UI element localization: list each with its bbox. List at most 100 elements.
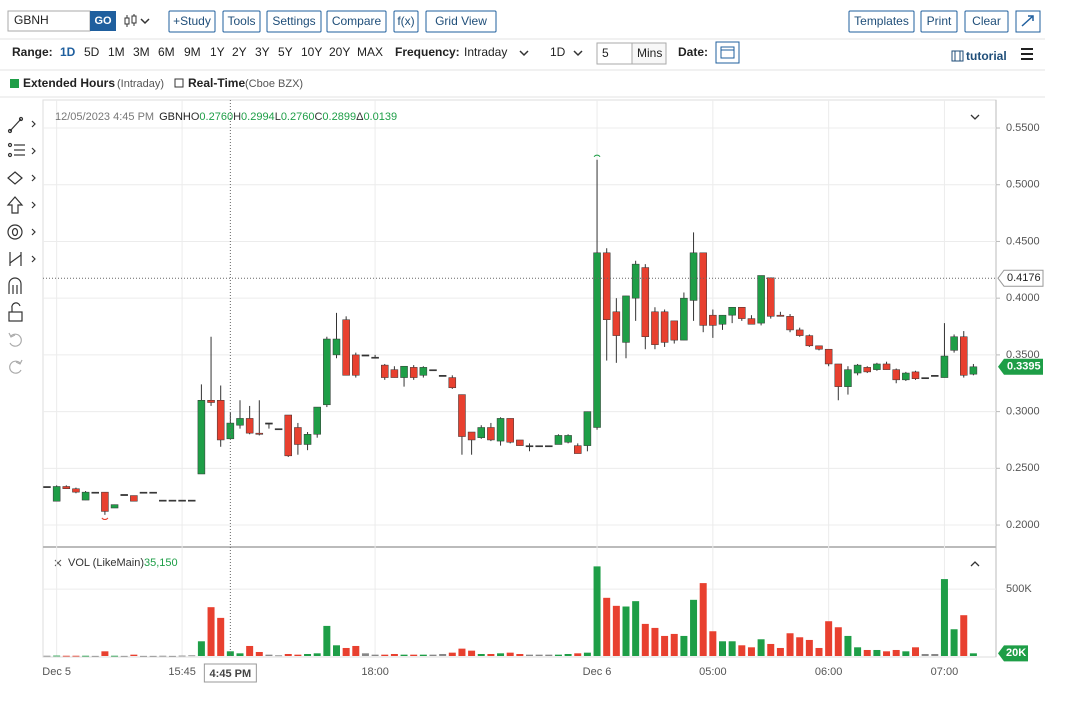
toolbar-button-label: f(x)	[397, 14, 414, 28]
range-option[interactable]: 3Y	[255, 45, 270, 59]
shape-tool[interactable]	[7, 171, 36, 185]
range-option[interactable]: 20Y	[329, 45, 350, 59]
candle-body	[323, 338, 331, 406]
candle-body	[43, 486, 51, 488]
volume-bar	[275, 655, 283, 657]
magnet-tool[interactable]	[8, 277, 22, 294]
expand-caret[interactable]	[970, 561, 980, 567]
toolbar-button[interactable]	[326, 10, 387, 33]
frequency-select[interactable]: Intraday	[464, 45, 507, 59]
volume-bar	[53, 655, 61, 657]
candle-body	[834, 363, 843, 387]
line-tool[interactable]	[7, 116, 36, 134]
lock-tool[interactable]	[8, 302, 23, 322]
candle-body	[245, 418, 254, 434]
range-option[interactable]: 5D	[84, 45, 100, 59]
candle-body	[429, 369, 437, 372]
toolbar-button[interactable]	[168, 10, 216, 33]
toolbar-button[interactable]	[964, 10, 1009, 33]
toolbar-button[interactable]	[393, 10, 419, 33]
volume-bar	[149, 655, 157, 657]
header-key: C	[314, 111, 322, 123]
toolbar-button[interactable]	[920, 10, 958, 33]
interval-select[interactable]: 1D	[550, 45, 566, 59]
range-option[interactable]: 1Y	[210, 45, 225, 59]
range-option[interactable]: MAX	[357, 45, 383, 59]
toolbar-button[interactable]	[266, 10, 322, 33]
range-option[interactable]: 9M	[184, 45, 201, 59]
toolbar-button[interactable]	[848, 10, 915, 33]
range-option[interactable]: 3M	[133, 45, 150, 59]
toolbar-button[interactable]	[425, 10, 497, 33]
tutorial-icon[interactable]	[951, 50, 964, 62]
mins-value: 5	[602, 46, 609, 60]
mins-unit-box	[631, 42, 667, 65]
candle-body	[284, 414, 292, 457]
realtime-label: Real-Time	[188, 76, 245, 90]
extended-label: Extended Hours	[23, 76, 115, 90]
toolbar-button[interactable]	[222, 10, 261, 33]
range-option[interactable]: 10Y	[301, 45, 322, 59]
volume-bar	[786, 633, 794, 656]
crosshair-time: 4:45 PM	[210, 668, 252, 680]
candle-body	[149, 491, 157, 494]
volume-bar	[255, 651, 263, 656]
candle-body	[535, 445, 543, 448]
volume-bar	[400, 654, 408, 656]
volume-bar	[632, 601, 640, 656]
chart-type-icon[interactable]	[124, 14, 150, 27]
close-volume-icon[interactable]	[54, 559, 62, 567]
toolbar-button-label: Clear	[972, 14, 1001, 28]
header-value: 0.0139	[363, 111, 397, 123]
arrow-tool[interactable]	[6, 196, 36, 214]
header-value: 0.2899	[322, 111, 356, 123]
volume-bar	[738, 645, 746, 656]
range-option[interactable]: 1D	[60, 45, 76, 59]
text-tool[interactable]	[7, 224, 36, 240]
candle-body	[352, 354, 360, 376]
candle-body	[863, 367, 871, 373]
realtime-checkbox[interactable]	[174, 78, 184, 88]
candle-body	[168, 499, 177, 502]
candle-body	[940, 355, 949, 378]
calendar-button[interactable]	[715, 41, 740, 64]
candle-body	[902, 372, 910, 381]
dropdown-carets[interactable]	[519, 50, 583, 57]
expand-button[interactable]	[1015, 10, 1041, 33]
y-tick-label: 0.2500	[1006, 462, 1040, 474]
low-marker	[101, 517, 109, 520]
volume-bar	[439, 653, 447, 656]
go-button[interactable]	[90, 11, 116, 31]
volume-bar	[969, 653, 977, 656]
range-option[interactable]: 6M	[158, 45, 175, 59]
redo-tool[interactable]	[9, 359, 23, 374]
range-option[interactable]: 5Y	[278, 45, 293, 59]
candle-body	[593, 252, 601, 428]
candle-body	[371, 356, 379, 359]
range-option[interactable]: 1M	[108, 45, 125, 59]
volume-bar	[622, 606, 630, 656]
collapse-caret[interactable]	[970, 114, 980, 120]
range-option[interactable]: 2Y	[232, 45, 247, 59]
undo-tool[interactable]	[8, 332, 22, 347]
tutorial-link[interactable]: tutorial	[966, 49, 1007, 63]
candle-body	[496, 418, 505, 442]
extended-checkbox[interactable]	[10, 79, 19, 88]
fib-tool[interactable]	[7, 142, 36, 158]
volume-bar	[62, 655, 70, 657]
candle-body	[545, 445, 553, 448]
candle-body	[651, 311, 659, 345]
volume-bar	[284, 653, 292, 656]
y-tick-label: 0.3000	[1006, 406, 1040, 418]
candle-body	[757, 275, 765, 324]
volume-bar	[130, 654, 138, 656]
volume-bar	[670, 633, 678, 656]
volume-bar	[361, 653, 369, 656]
candle-body	[602, 252, 611, 320]
candle-body	[342, 319, 350, 376]
crosshair-time-box	[203, 663, 257, 683]
menu-icon[interactable]	[1021, 48, 1033, 60]
measure-tool[interactable]	[9, 252, 36, 266]
header-value: 0.2994	[241, 111, 275, 123]
candle-body	[265, 422, 273, 425]
